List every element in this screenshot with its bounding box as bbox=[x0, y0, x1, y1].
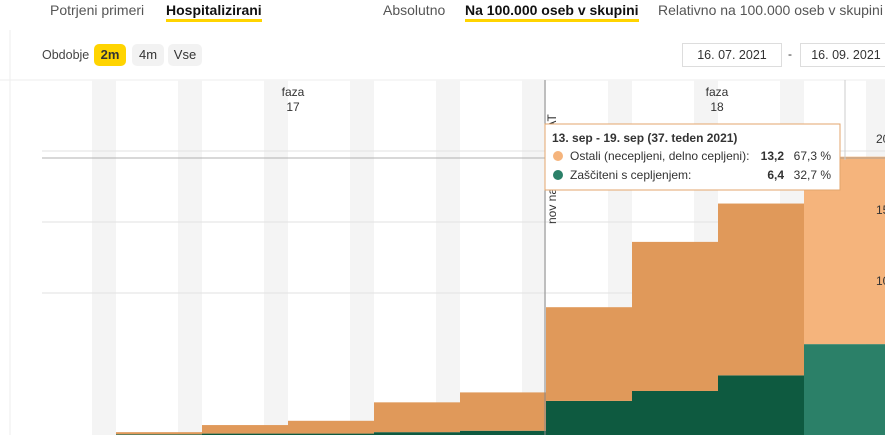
y-tick-label: 20 bbox=[876, 132, 885, 146]
tab-active[interactable]: Hospitalizirani bbox=[166, 2, 262, 22]
tab[interactable]: Potrjeni primeri bbox=[50, 2, 145, 18]
tooltip-box bbox=[544, 123, 841, 191]
tab-active[interactable]: Na 100.000 oseb v skupini bbox=[465, 2, 639, 22]
tooltip-label: Ostali (necepljeni, delno cepljeni): bbox=[570, 149, 749, 163]
phase-label: faza bbox=[706, 85, 729, 99]
date-separator: - bbox=[788, 47, 792, 61]
bar-segment bbox=[460, 392, 546, 431]
y-tick-label: 15 bbox=[876, 203, 885, 217]
tooltip-dot bbox=[553, 170, 563, 180]
weekend-band bbox=[178, 80, 202, 435]
period-label: Obdobje bbox=[42, 48, 90, 62]
tooltip-share: 32,7 % bbox=[794, 168, 832, 182]
bar-segment bbox=[460, 430, 546, 435]
tooltip-share: 67,3 % bbox=[794, 149, 832, 163]
bar-segment bbox=[202, 433, 288, 435]
bar-segment bbox=[374, 402, 460, 433]
weekend-band bbox=[522, 80, 546, 435]
phase-label: 17 bbox=[286, 100, 300, 114]
date-from[interactable]: 16. 07. 2021 bbox=[682, 43, 782, 67]
tooltip-dot bbox=[553, 151, 563, 161]
phase-label: 18 bbox=[710, 100, 724, 114]
bar-segment bbox=[202, 425, 288, 434]
bar-segment bbox=[116, 432, 202, 435]
bar-segment bbox=[546, 400, 632, 435]
phase-label: faza bbox=[282, 85, 305, 99]
period-button[interactable]: 2m bbox=[94, 44, 126, 66]
bar-segment bbox=[374, 432, 460, 435]
bar-segment bbox=[632, 241, 718, 391]
weekend-band bbox=[264, 80, 288, 435]
period-button[interactable]: Vse bbox=[168, 44, 202, 66]
weekend-band bbox=[436, 80, 460, 435]
bar-segment bbox=[288, 433, 374, 435]
tooltip-value: 6,4 bbox=[767, 168, 784, 182]
tooltip-value: 13,2 bbox=[761, 149, 785, 163]
tooltip-label: Zaščiteni s cepljenjem: bbox=[570, 168, 691, 182]
weekend-band bbox=[92, 80, 116, 435]
y-tick-label: 10 bbox=[876, 274, 885, 288]
weekend-band bbox=[350, 80, 374, 435]
tab[interactable]: Relativno na 100.000 oseb v skupini bbox=[658, 2, 883, 18]
tab[interactable]: Absolutno bbox=[383, 2, 446, 18]
bar-segment bbox=[718, 375, 804, 435]
date-to[interactable]: 16. 09. 2021 bbox=[800, 43, 885, 67]
bar-segment bbox=[632, 390, 718, 435]
bar-segment bbox=[546, 307, 632, 401]
bar-segment bbox=[718, 203, 804, 376]
period-button[interactable]: 4m bbox=[132, 44, 164, 66]
bar-segment bbox=[804, 344, 885, 435]
tooltip-title: 13. sep - 19. sep (37. teden 2021) bbox=[552, 131, 737, 145]
bar-segment bbox=[288, 420, 374, 434]
